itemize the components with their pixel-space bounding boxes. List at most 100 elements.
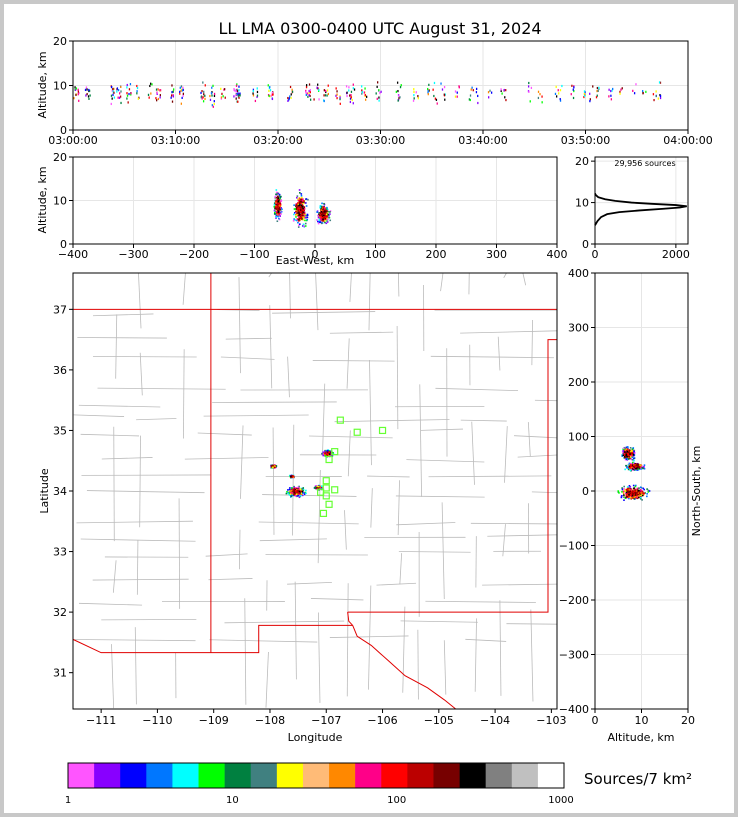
time-altitude-source [398, 94, 400, 97]
time-altitude-source [377, 81, 379, 84]
eastwest-source [321, 211, 323, 214]
altitude-tick-label: 20 [53, 151, 67, 164]
plan-view-panel: −111 −110 −109 −108 −107 −106 −105 −104 −103 31 32… [38, 272, 566, 744]
colorbar-swatch [172, 763, 199, 788]
eastwest-tick-label: −200 [179, 248, 209, 261]
northsouth-source [646, 488, 648, 490]
plan-view-source [292, 488, 295, 490]
time-altitude-source [583, 94, 586, 97]
time-altitude-source [313, 98, 315, 101]
time-altitude-source [477, 94, 479, 98]
eastwest-source [280, 210, 283, 213]
eastwest-source [277, 212, 280, 214]
time-altitude-source [147, 93, 150, 96]
time-altitude-source [89, 94, 91, 97]
time-altitude-source [348, 89, 350, 92]
eastwest-ylabel: Altitude, km [36, 166, 49, 233]
time-altitude-source [116, 87, 119, 90]
northsouth-source [629, 493, 632, 496]
northsouth-source [633, 496, 635, 498]
plan-view-source [291, 487, 293, 489]
time-altitude-source [364, 87, 366, 90]
histogram-curve [594, 193, 687, 226]
northsouth-source [630, 455, 632, 457]
northsouth-source [625, 448, 628, 451]
time-altitude-source [306, 92, 308, 95]
eastwest-source [278, 193, 281, 196]
time-altitude-source [85, 94, 87, 97]
time-altitude-source [528, 81, 530, 85]
time-altitude-source [213, 100, 215, 103]
time-altitude-source [256, 90, 259, 94]
eastwest-source [319, 204, 322, 207]
northsouth-source [634, 495, 637, 498]
northsouth-source [648, 490, 651, 492]
northsouth-source [618, 492, 620, 494]
northsouth-source [627, 447, 629, 450]
time-altitude-source [74, 86, 76, 89]
eastwest-source [274, 210, 277, 213]
eastwest-source [300, 199, 303, 201]
time-altitude-source [399, 86, 402, 89]
time-altitude-source [120, 90, 122, 93]
time-tick-label: 03:40:00 [458, 134, 507, 147]
longitude-tick-label: −110 [142, 714, 172, 727]
time-tick-label: 03:20:00 [253, 134, 302, 147]
plan-view-source [322, 453, 325, 456]
eastwest-source [304, 219, 306, 222]
altitude-tick-label: 0 [60, 238, 67, 251]
time-altitude-source [327, 92, 329, 96]
eastwest-source [301, 196, 303, 199]
eastwest-source [300, 209, 303, 211]
eastwest-source [321, 213, 323, 216]
northsouth-source [632, 493, 634, 495]
northsouth-source [637, 465, 640, 467]
time-altitude-source [180, 102, 183, 105]
eastwest-source [301, 204, 304, 206]
time-altitude-source [171, 100, 174, 103]
plan-view-source [294, 495, 297, 497]
time-altitude-source [471, 86, 473, 89]
time-altitude-source [596, 94, 598, 97]
time-altitude-source [211, 86, 213, 89]
eastwest-source [298, 206, 301, 208]
eastwest-source [325, 207, 328, 210]
northsouth-source [643, 488, 645, 491]
northsouth-source [624, 488, 626, 491]
northsouth-source [628, 494, 631, 497]
northsouth-source [632, 465, 635, 468]
northsouth-source [622, 447, 625, 450]
colorbar: 1 10 100 1000 Sources/7 km² [65, 762, 692, 806]
eastwest-source [280, 213, 282, 215]
time-altitude-source [365, 95, 368, 98]
plan-view-source [296, 493, 299, 495]
plan-view-source [295, 491, 297, 494]
eastwest-source [277, 203, 279, 206]
eastwest-source [295, 213, 297, 216]
eastwest-source [278, 202, 281, 205]
time-altitude-source [596, 89, 598, 93]
plan-view-source [303, 491, 305, 494]
time-altitude-source [589, 100, 591, 103]
time-altitude-source [180, 89, 182, 93]
time-altitude-source [435, 98, 438, 101]
time-altitude-source [397, 99, 399, 102]
northsouth-source [622, 490, 625, 493]
time-altitude-source [396, 81, 399, 84]
eastwest-source [277, 213, 280, 216]
northsouth-source [636, 463, 639, 466]
northsouth-source [640, 466, 642, 469]
eastwest-source [298, 218, 301, 221]
time-altitude-source [159, 89, 161, 92]
lma-station-marker [325, 500, 333, 508]
time-altitude-source [234, 89, 236, 92]
eastwest-source [295, 218, 298, 221]
time-altitude-source [655, 94, 657, 98]
time-altitude-source [619, 92, 621, 95]
northsouth-source [627, 454, 630, 457]
northsouth-tick-label: −400 [559, 703, 589, 716]
northsouth-source [627, 458, 630, 460]
eastwest-source [317, 214, 319, 217]
time-altitude-source [469, 94, 472, 97]
northsouth-source [624, 449, 627, 451]
